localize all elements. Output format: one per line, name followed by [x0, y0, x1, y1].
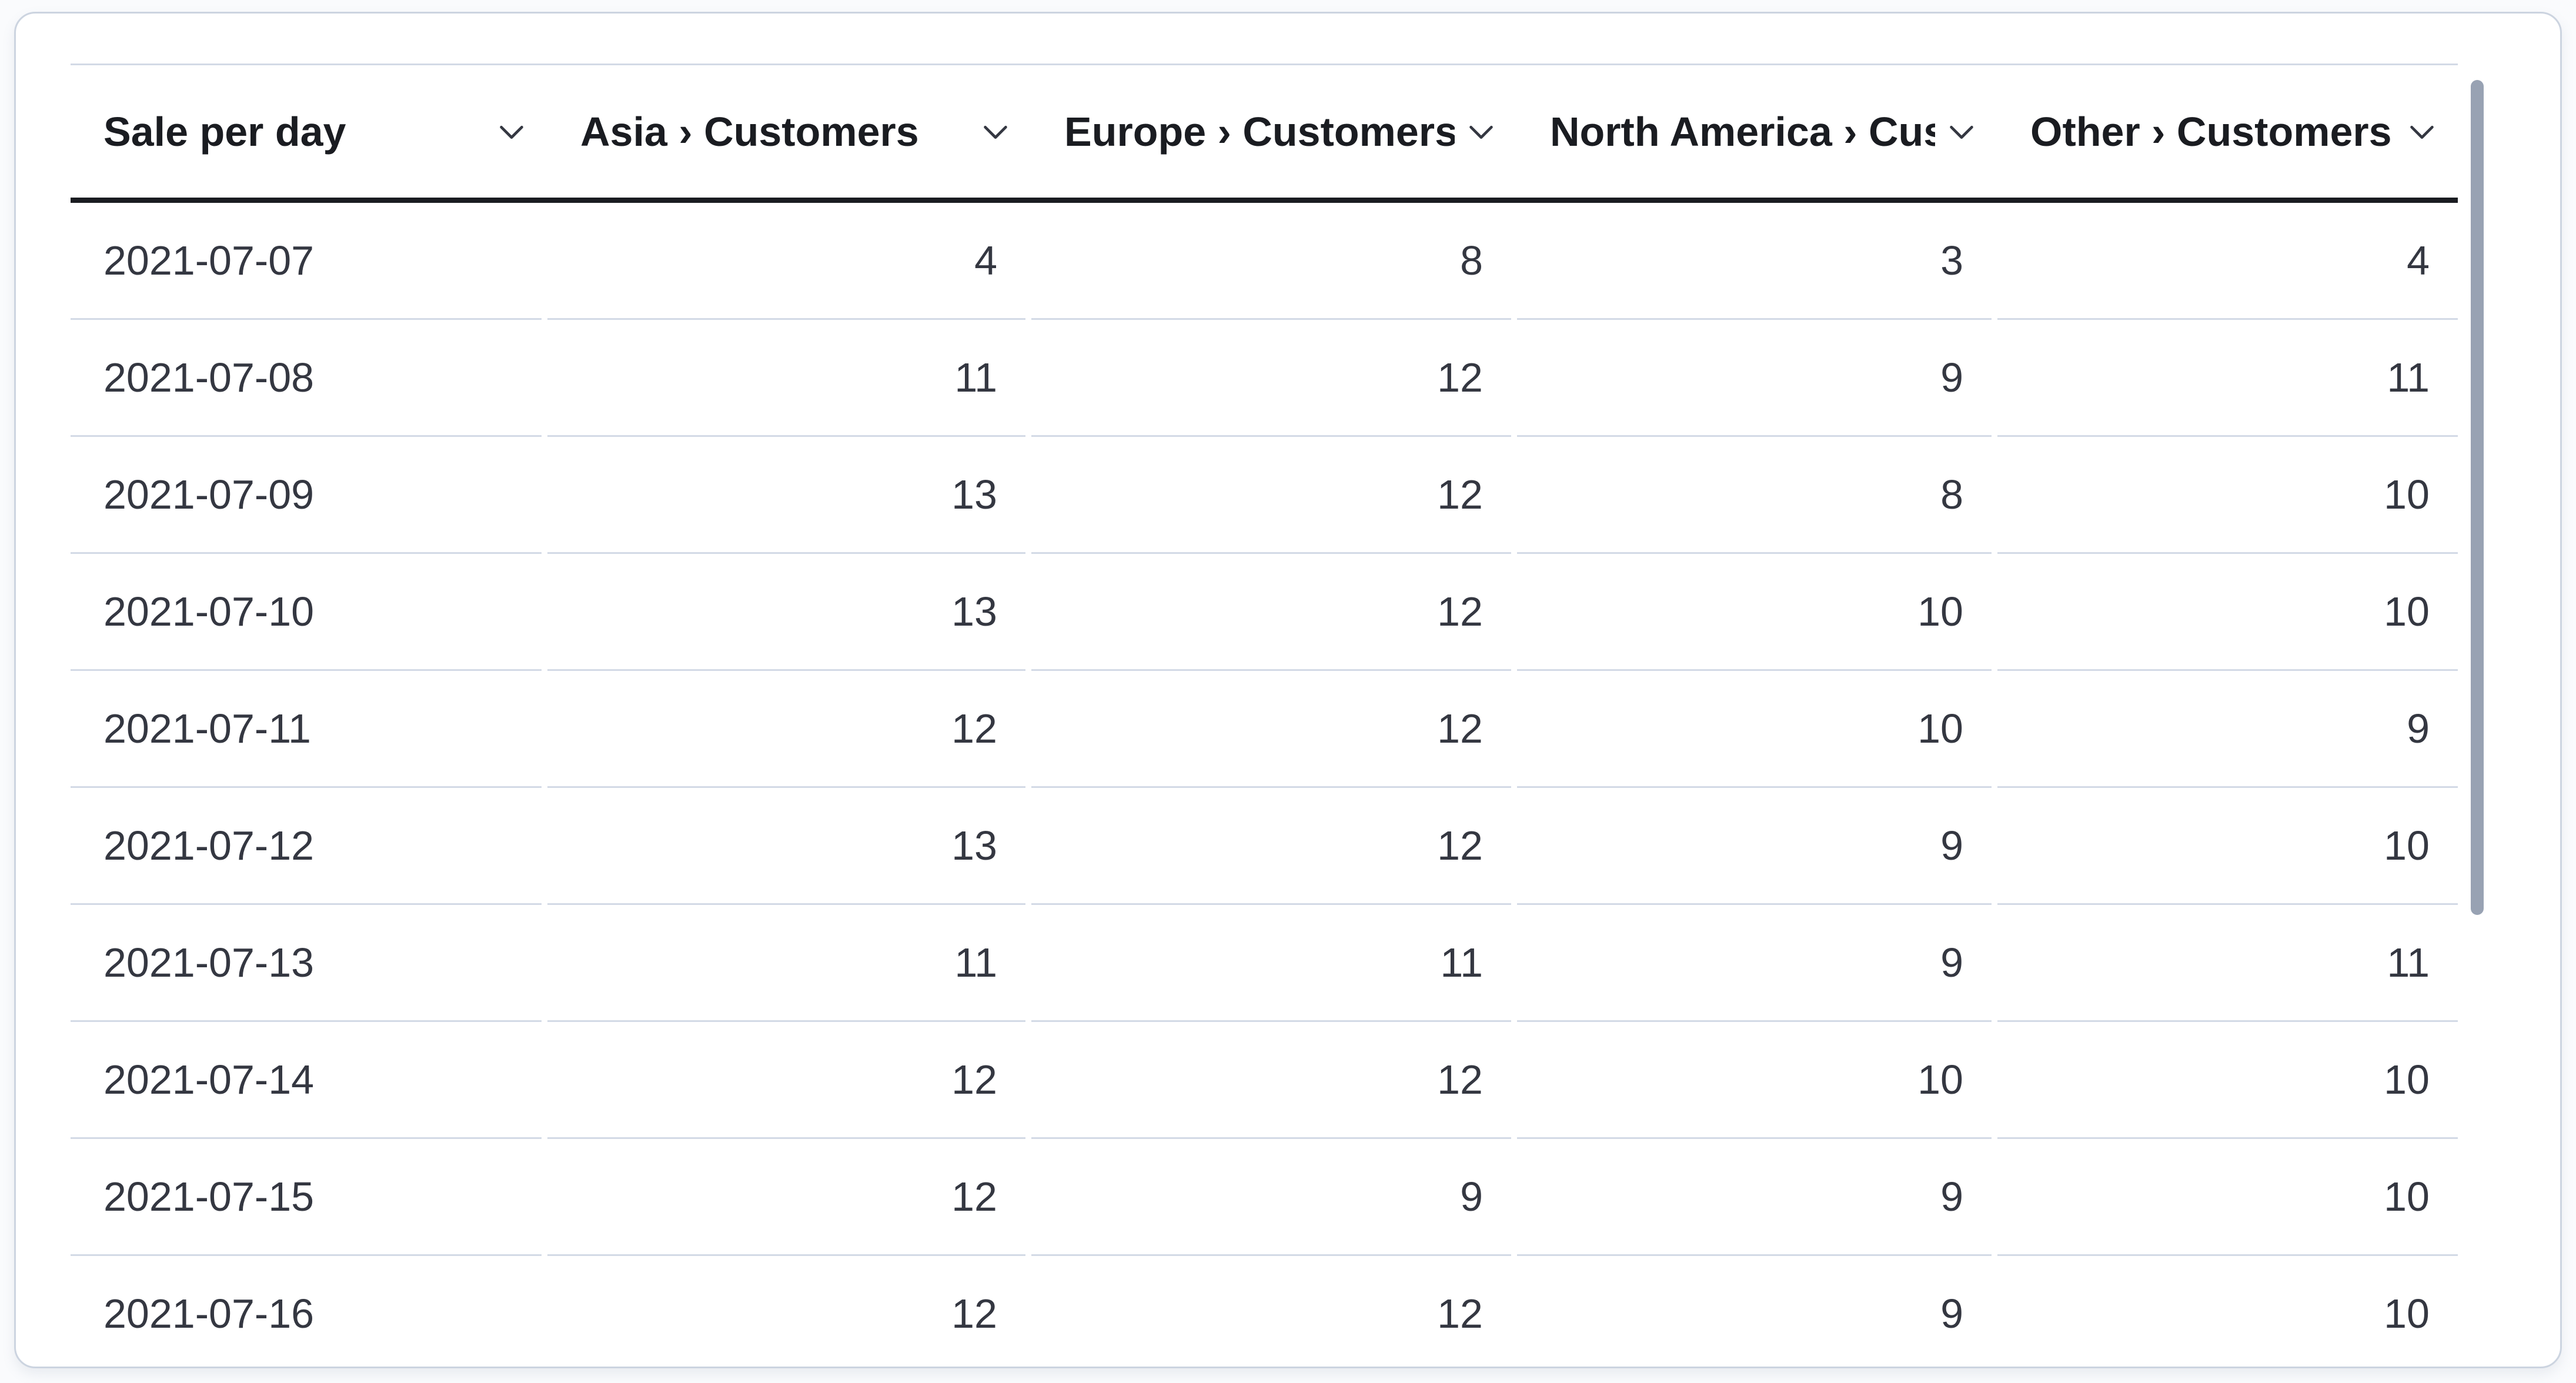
cell-value: 11 [1031, 905, 1511, 1022]
table-row: 2021-07-09 13 12 8 10 [71, 437, 2458, 554]
cell-value: 9 [1517, 905, 1992, 1022]
table-row: 2021-07-14 12 12 10 10 [71, 1022, 2458, 1139]
datatable-panel: Sale per day Asia › Customers Europe › C… [14, 12, 2562, 1368]
cell-value: 9 [1517, 1139, 1992, 1256]
cell-value: 12 [1031, 320, 1511, 437]
cell-value: 4 [1997, 203, 2458, 320]
column-header-asia-customers[interactable]: Asia › Customers [547, 65, 1031, 198]
table-row: 2021-07-10 13 12 10 10 [71, 554, 2458, 671]
column-header-label: North America › Customers [1550, 108, 1935, 155]
table-row: 2021-07-11 12 12 10 9 [71, 671, 2458, 788]
cell-date: 2021-07-08 [71, 320, 542, 437]
cell-value: 9 [1997, 671, 2458, 788]
cell-date: 2021-07-16 [71, 1256, 542, 1367]
cell-value: 13 [547, 554, 1025, 671]
table-row: 2021-07-13 11 11 9 11 [71, 905, 2458, 1022]
cell-value: 12 [1031, 437, 1511, 554]
cell-date: 2021-07-07 [71, 203, 542, 320]
cell-value: 11 [547, 320, 1025, 437]
chevron-down-icon[interactable] [1943, 113, 1980, 150]
cell-value: 11 [547, 905, 1025, 1022]
cell-value: 13 [547, 437, 1025, 554]
cell-value: 12 [1031, 554, 1511, 671]
cell-date: 2021-07-15 [71, 1139, 542, 1256]
column-header-label: Asia › Customers [580, 108, 919, 155]
cell-value: 3 [1517, 203, 1992, 320]
column-header-label: Other › Customers [2030, 108, 2392, 155]
cell-value: 12 [1031, 1022, 1511, 1139]
cell-value: 9 [1031, 1139, 1511, 1256]
cell-value: 8 [1517, 437, 1992, 554]
grid-body: 2021-07-07 4 8 3 4 2021-07-08 11 12 9 11… [71, 203, 2458, 1367]
chevron-down-icon[interactable] [493, 113, 530, 150]
cell-date: 2021-07-10 [71, 554, 542, 671]
table-row: 2021-07-07 4 8 3 4 [71, 203, 2458, 320]
cell-value: 10 [1997, 1022, 2458, 1139]
cell-value: 12 [547, 1256, 1025, 1367]
cell-value: 12 [1031, 1256, 1511, 1367]
cell-value: 10 [1517, 1022, 1992, 1139]
cell-value: 4 [547, 203, 1025, 320]
cell-value: 12 [547, 671, 1025, 788]
cell-value: 10 [1517, 671, 1992, 788]
cell-value: 10 [1997, 437, 2458, 554]
column-header-sale-per-day[interactable]: Sale per day [71, 65, 547, 198]
column-header-label: Europe › Customers [1064, 108, 1455, 155]
cell-date: 2021-07-11 [71, 671, 542, 788]
cell-value: 9 [1517, 1256, 1992, 1367]
data-grid: Sale per day Asia › Customers Europe › C… [71, 64, 2458, 1367]
cell-date: 2021-07-14 [71, 1022, 542, 1139]
cell-value: 11 [1997, 905, 2458, 1022]
table-row: 2021-07-12 13 12 9 10 [71, 788, 2458, 905]
cell-value: 11 [1997, 320, 2458, 437]
table-row: 2021-07-15 12 9 9 10 [71, 1139, 2458, 1256]
cell-value: 9 [1517, 320, 1992, 437]
cell-value: 8 [1031, 203, 1511, 320]
cell-value: 12 [547, 1022, 1025, 1139]
cell-value: 12 [547, 1139, 1025, 1256]
cell-value: 10 [1997, 1139, 2458, 1256]
cell-value: 12 [1031, 788, 1511, 905]
cell-date: 2021-07-12 [71, 788, 542, 905]
cell-value: 10 [1997, 1256, 2458, 1367]
column-header-europe-customers[interactable]: Europe › Customers [1031, 65, 1517, 198]
cell-value: 10 [1997, 788, 2458, 905]
grid-header-row: Sale per day Asia › Customers Europe › C… [71, 64, 2458, 203]
table-row: 2021-07-16 12 12 9 10 [71, 1256, 2458, 1367]
cell-date: 2021-07-09 [71, 437, 542, 554]
column-header-other-customers[interactable]: Other › Customers [1997, 65, 2458, 198]
chevron-down-icon[interactable] [1463, 113, 1499, 150]
column-header-north-america-customers[interactable]: North America › Customers [1517, 65, 1997, 198]
cell-value: 10 [1997, 554, 2458, 671]
column-header-label: Sale per day [103, 108, 346, 155]
cell-value: 10 [1517, 554, 1992, 671]
cell-date: 2021-07-13 [71, 905, 542, 1022]
chevron-down-icon[interactable] [977, 113, 1014, 150]
vertical-scrollbar[interactable] [2471, 80, 2484, 915]
table-row: 2021-07-08 11 12 9 11 [71, 320, 2458, 437]
chevron-down-icon[interactable] [2404, 113, 2440, 150]
cell-value: 9 [1517, 788, 1992, 905]
cell-value: 12 [1031, 671, 1511, 788]
cell-value: 13 [547, 788, 1025, 905]
